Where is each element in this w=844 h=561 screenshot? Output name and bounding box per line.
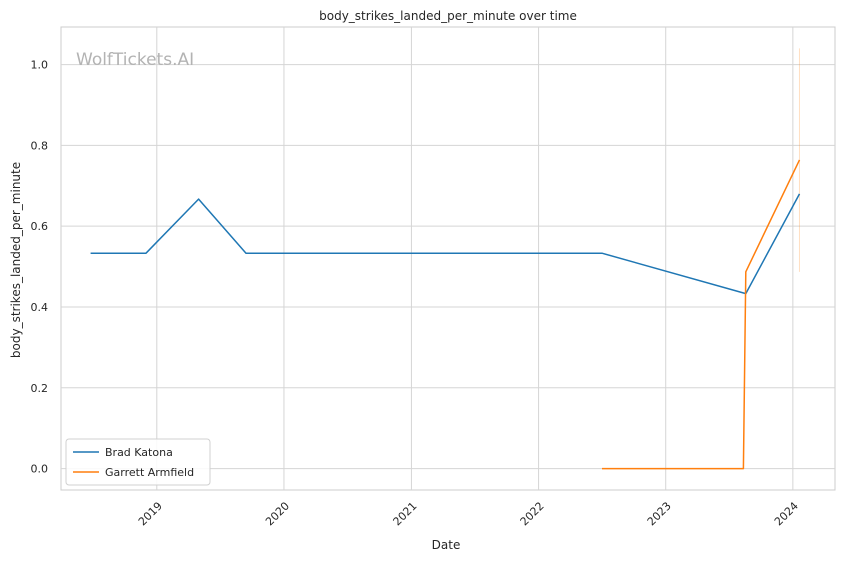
x-axis-label: Date (432, 538, 461, 552)
series-lines (90, 159, 801, 470)
y-tick-label-0.8: 0.8 (31, 139, 49, 152)
y-tick-label-0.0: 0.0 (31, 463, 49, 476)
x-tick-label-2022: 2022 (518, 499, 547, 528)
series-line-garrett-armfield (602, 159, 801, 470)
y-tick-label-0.2: 0.2 (31, 382, 49, 395)
legend-entry-brad-katona: Brad Katona (105, 446, 173, 459)
legend-box (65, 438, 211, 486)
y-axis-ticks: 0.0 0.2 0.4 0.6 0.8 1.0 (31, 59, 49, 476)
legend-entry-garrett-armfield: Garrett Armfield (105, 466, 194, 479)
legend: Brad Katona Garrett Armfield (65, 438, 211, 486)
chart-title: body_strikes_landed_per_minute over time (319, 9, 577, 23)
plot-area (60, 26, 836, 491)
x-tick-label-2023: 2023 (645, 499, 674, 528)
x-axis-ticks: 2019 2020 2021 2022 2023 2024 (136, 499, 801, 528)
x-tick-label-2021: 2021 (391, 499, 420, 528)
x-tick-label-2019: 2019 (136, 499, 165, 528)
y-tick-label-0.6: 0.6 (31, 220, 49, 233)
y-tick-label-0.4: 0.4 (31, 301, 49, 314)
x-tick-label-2020: 2020 (263, 499, 292, 528)
y-axis-label: body_strikes_landed_per_minute (9, 162, 23, 358)
y-tick-label-1.0: 1.0 (31, 59, 49, 72)
x-tick-label-2024: 2024 (772, 499, 801, 528)
watermark: WolfTickets.AI (76, 50, 194, 70)
